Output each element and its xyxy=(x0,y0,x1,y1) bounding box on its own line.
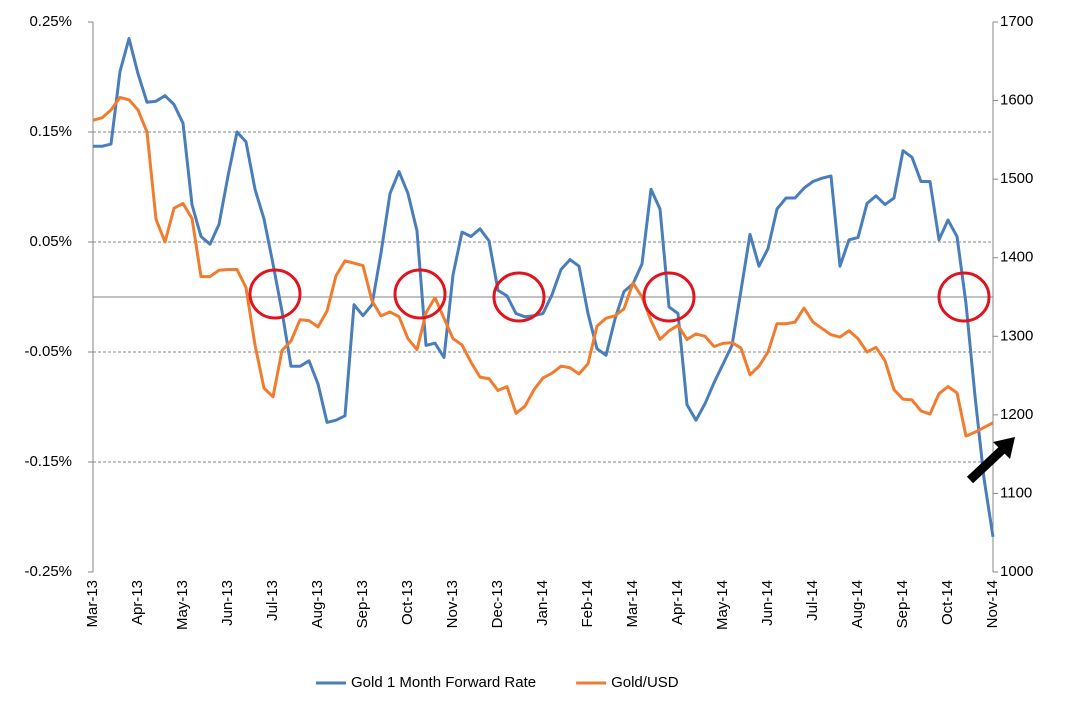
y2-tick-label: 1600 xyxy=(1000,92,1033,109)
y2-tick-label: 1300 xyxy=(1000,327,1033,344)
series-line xyxy=(93,37,995,538)
legend-label: Gold 1 Month Forward Rate xyxy=(351,674,536,691)
x-tick-label: Jun-14 xyxy=(759,580,776,626)
legend: Gold 1 Month Forward Rate Gold/USD xyxy=(316,674,679,691)
y-tick-label: 0.25% xyxy=(29,13,72,30)
y-tick-label: -0.15% xyxy=(24,453,72,470)
plot: -0.25% -0.15% -0.05% 0.05% 0.15% 0.25% 1000 110… xyxy=(24,13,1033,691)
x-tick-label: Apr-13 xyxy=(129,580,146,625)
highlight-circle xyxy=(492,271,546,323)
x-tick-label: Dec-13 xyxy=(489,580,506,628)
x-tick-label: Feb-14 xyxy=(579,580,596,628)
x-tick-label: Jan-14 xyxy=(534,580,551,626)
y2-tick-label: 1500 xyxy=(1000,170,1033,187)
y-tick-label: 0.15% xyxy=(29,123,72,140)
x-tick-label: May-13 xyxy=(174,580,191,630)
x-tick-label: Nov-14 xyxy=(984,580,1001,628)
y2-tick-label: 1100 xyxy=(1000,484,1032,501)
highlight-circle xyxy=(642,271,696,323)
x-tick-label: Sep-13 xyxy=(354,580,371,628)
y-tick-label: -0.05% xyxy=(24,343,72,360)
y2-tick-label: 1200 xyxy=(1000,406,1033,423)
x-tick-label: Nov-13 xyxy=(444,580,461,628)
highlight-circle xyxy=(937,271,991,323)
x-tick-label: Aug-14 xyxy=(849,580,866,628)
x-tick-label: Sep-14 xyxy=(894,580,911,628)
y-tick-label: 0.05% xyxy=(29,233,72,250)
x-tick-label: Jul-14 xyxy=(804,580,821,621)
arrow-head xyxy=(993,437,1015,459)
arrow-shaft xyxy=(966,446,1006,484)
x-tick-label: Jun-13 xyxy=(219,580,236,626)
arrow xyxy=(966,437,1015,484)
x-tick-label: Jul-13 xyxy=(264,580,281,621)
series-line xyxy=(92,95,994,438)
legend-label: Gold/USD xyxy=(611,674,679,691)
highlight-circle xyxy=(248,268,302,320)
x-tick-label: Oct-14 xyxy=(939,580,956,625)
x-tick-label: Apr-14 xyxy=(669,580,686,625)
highlight-circle xyxy=(393,268,447,320)
y2-tick-label: 1400 xyxy=(1000,249,1033,266)
x-tick-label: Mar-13 xyxy=(84,580,101,628)
y2-tick-label: 1000 xyxy=(1000,563,1033,580)
x-tick-label: May-14 xyxy=(714,580,731,630)
x-tick-label: Oct-13 xyxy=(399,580,416,625)
annotations xyxy=(248,268,991,323)
x-tick-label: Mar-14 xyxy=(624,580,641,628)
y-tick-label: -0.25% xyxy=(24,563,72,580)
y2-tick-label: 1700 xyxy=(1000,13,1033,30)
x-tick-label: Aug-13 xyxy=(309,580,326,628)
